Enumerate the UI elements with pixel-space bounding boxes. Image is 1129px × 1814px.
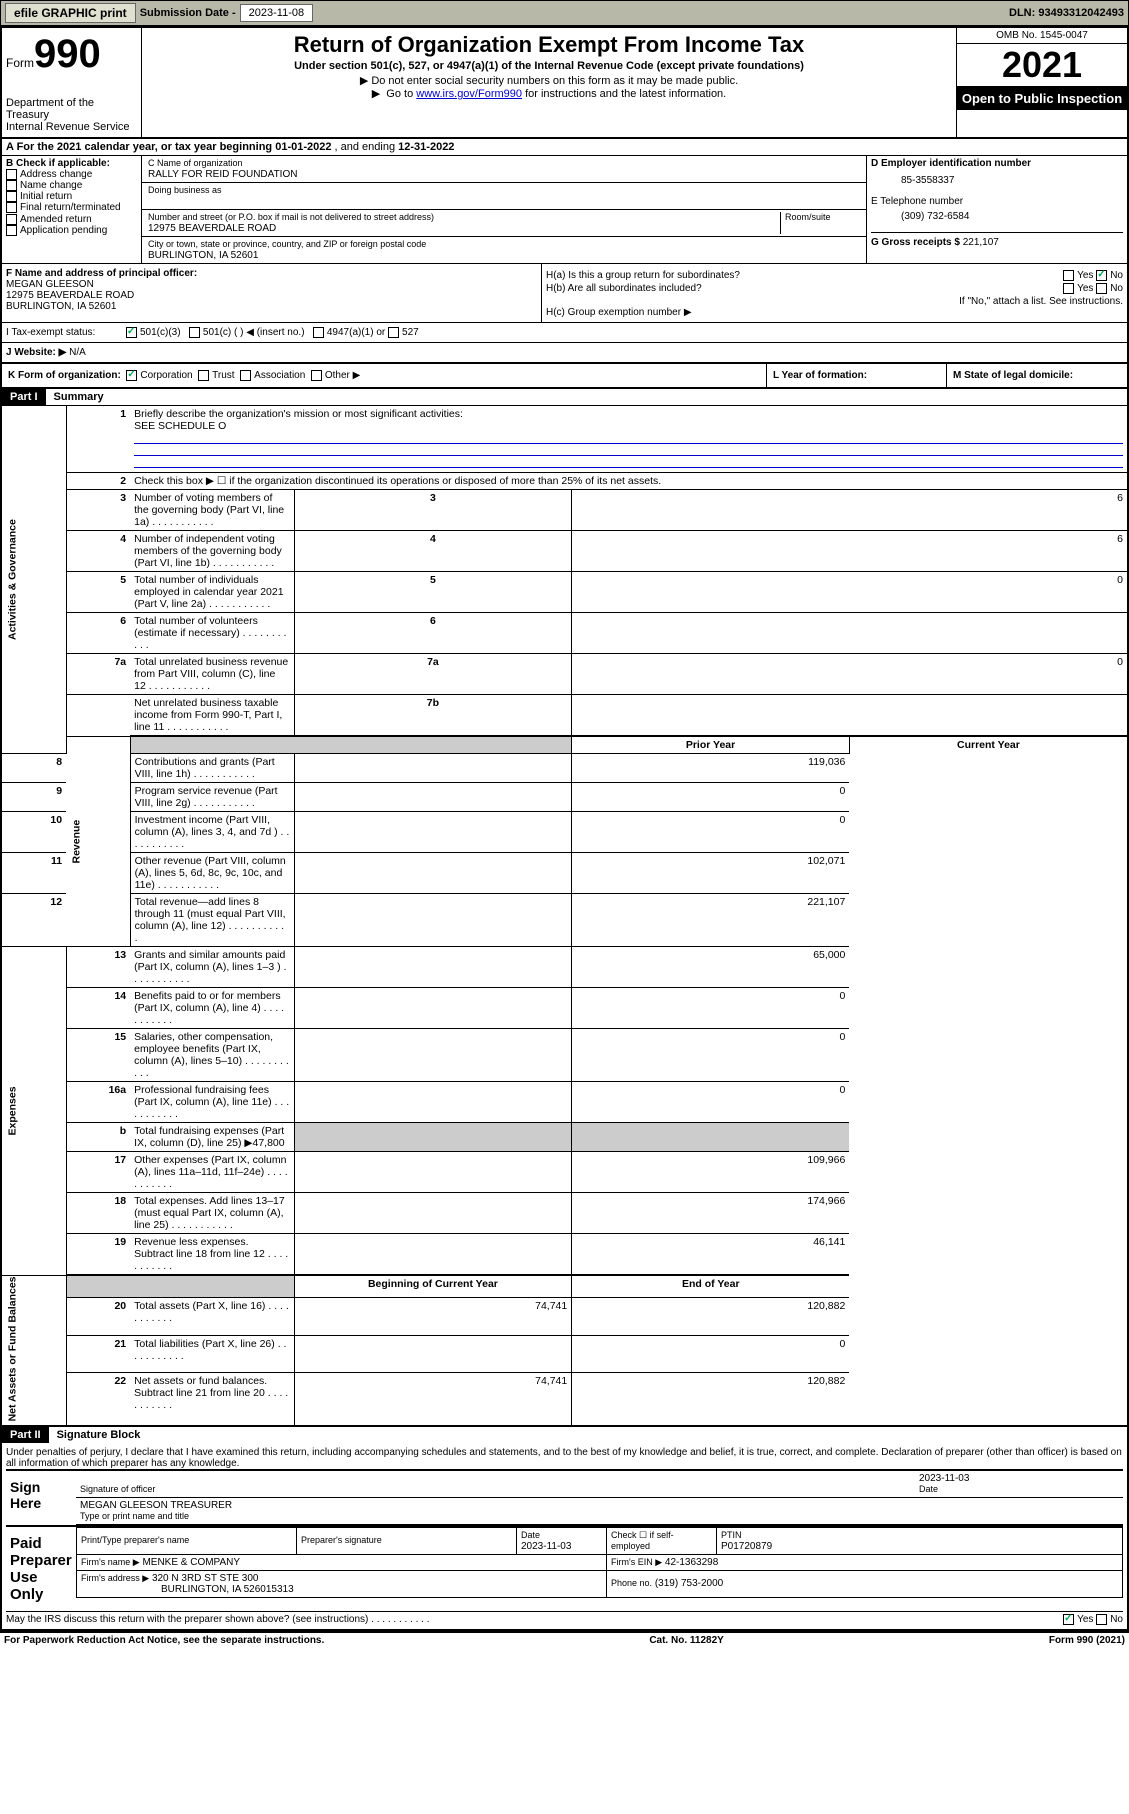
section-label: Activities & Governance (2, 406, 66, 754)
department-label: Department of the Treasury Internal Reve… (6, 97, 137, 133)
501c3-checkbox[interactable] (126, 327, 137, 338)
instruction-ssn: Do not enter social security numbers on … (146, 74, 952, 87)
section-label: Expenses (2, 947, 66, 1276)
discuss-no-checkbox[interactable] (1096, 1614, 1107, 1625)
row-a-tax-year: A For the 2021 calendar year, or tax yea… (0, 139, 1129, 156)
ein-value: 85-3558337 (901, 175, 1123, 186)
527-checkbox[interactable] (388, 327, 399, 338)
submission-date-value: 2023-11-08 (240, 4, 313, 22)
officer-addr1: 12975 BEAVERDALE ROAD (6, 290, 134, 301)
section-label: Net Assets or Fund Balances (2, 1275, 66, 1424)
page-footer: For Paperwork Reduction Act Notice, see … (0, 1631, 1129, 1648)
officer-name: MEGAN GLEESON (6, 279, 94, 290)
org-name-row: C Name of organization RALLY FOR REID FO… (142, 156, 866, 183)
sign-here-label: Sign Here (6, 1471, 76, 1525)
part2-header: Part IISignature Block (0, 1427, 1129, 1443)
irs-link[interactable]: www.irs.gov/Form990 (416, 88, 522, 100)
colb-checkbox[interactable] (6, 202, 17, 213)
org-name: RALLY FOR REID FOUNDATION (148, 169, 297, 180)
form-header: Form990 Department of the Treasury Inter… (0, 26, 1129, 139)
colb-checkbox[interactable] (6, 180, 17, 191)
colb-checkbox[interactable] (6, 169, 17, 180)
discuss-row: May the IRS discuss this return with the… (6, 1611, 1123, 1625)
perjury-statement: Under penalties of perjury, I declare th… (6, 1447, 1123, 1469)
omb-number: OMB No. 1545-0047 (957, 28, 1127, 44)
colb-checkbox[interactable] (6, 214, 17, 225)
hb-yes-checkbox[interactable] (1063, 283, 1074, 294)
phone-value: (309) 732-6584 (901, 211, 1123, 222)
colb-checkbox[interactable] (6, 191, 17, 202)
section-label: Revenue (66, 736, 130, 947)
submission-date-label: Submission Date - (140, 7, 236, 19)
form-subtitle: Under section 501(c), 527, or 4947(a)(1)… (146, 60, 952, 72)
501c-checkbox[interactable] (189, 327, 200, 338)
preparer-table: Print/Type preparer's name Preparer's si… (76, 1527, 1123, 1598)
form-number: 990 (34, 32, 101, 76)
name-title-line: MEGAN GLEESON TREASURERType or print nam… (76, 1498, 1123, 1525)
phone-label: E Telephone number (871, 196, 1123, 207)
summary-section: Activities & Governance 1Briefly describ… (0, 405, 1129, 1426)
row-fh: F Name and address of principal officer:… (0, 264, 1129, 323)
corp-checkbox[interactable] (126, 370, 137, 381)
row-i-tax-status: I Tax-exempt status: 501(c)(3) 501(c) ( … (0, 323, 1129, 343)
row-j-website: J Website: ▶ N/A (0, 343, 1129, 364)
officer-addr2: BURLINGTON, IA 52601 (6, 301, 116, 312)
dln: DLN: 93493312042493 (1009, 7, 1124, 19)
other-checkbox[interactable] (311, 370, 322, 381)
paid-preparer-label: Paid Preparer Use Only (6, 1527, 76, 1611)
gross-receipts-value: 221,107 (963, 237, 999, 248)
hb-no-checkbox[interactable] (1096, 283, 1107, 294)
form-word: Form (6, 56, 34, 70)
ha-yes-checkbox[interactable] (1063, 270, 1074, 281)
4947-checkbox[interactable] (313, 327, 324, 338)
inspection-badge: Open to Public Inspection (957, 87, 1127, 110)
dba-row: Doing business as (142, 183, 866, 210)
header-grid: B Check if applicable: Address changeNam… (0, 156, 1129, 264)
row-klm: K Form of organization: Corporation Trus… (0, 364, 1129, 389)
col-b-checkboxes: B Check if applicable: Address changeNam… (2, 156, 142, 263)
form-title: Return of Organization Exempt From Incom… (146, 32, 952, 58)
assoc-checkbox[interactable] (240, 370, 251, 381)
ha-no-checkbox[interactable] (1096, 270, 1107, 281)
top-toolbar: efile GRAPHIC print Submission Date - 20… (0, 0, 1129, 26)
officer-signature-line[interactable]: Signature of officer 2023-11-03Date (76, 1471, 1123, 1498)
signature-block: Under penalties of perjury, I declare th… (0, 1443, 1129, 1631)
efile-print-button[interactable]: efile GRAPHIC print (5, 3, 136, 23)
trust-checkbox[interactable] (198, 370, 209, 381)
ein-label: D Employer identification number (871, 158, 1031, 169)
gross-receipts-label: G Gross receipts $ (871, 237, 963, 248)
colb-checkbox[interactable] (6, 225, 17, 236)
tax-year: 2021 (957, 44, 1127, 87)
city-row: City or town, state or province, country… (142, 237, 866, 263)
part1-header: Part ISummary (0, 389, 1129, 405)
address-row: Number and street (or P.O. box if mail i… (142, 210, 866, 237)
instruction-link: Go to www.irs.gov/Form990 for instructio… (146, 87, 952, 100)
discuss-yes-checkbox[interactable] (1063, 1614, 1074, 1625)
